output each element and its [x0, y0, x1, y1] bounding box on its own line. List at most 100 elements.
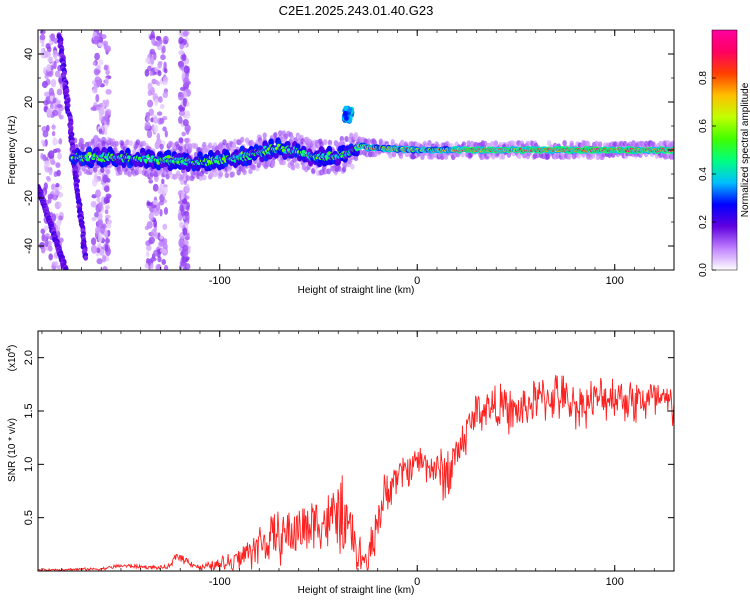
heatmap-x-axis: -100 0 100 [41, 30, 675, 287]
heatmap-cell [45, 124, 50, 132]
heatmap-cell [153, 249, 159, 257]
heatmap-cell [181, 192, 185, 200]
heatmap-cell [43, 160, 51, 167]
heatmap-cell [40, 245, 46, 254]
heatmap-cell [45, 43, 51, 50]
heatmap-cell [98, 201, 103, 210]
heatmap-cell [162, 76, 169, 83]
heatmap-cell [81, 143, 86, 150]
heatmap-cell [202, 174, 207, 181]
y-tick-label: 0.5 [23, 510, 35, 525]
heatmap-cell [163, 39, 169, 45]
heatmap-cell [153, 219, 157, 228]
heatmap-cell [390, 138, 395, 145]
heatmap-cell [99, 227, 105, 233]
heatmap-cell [96, 197, 101, 203]
heatmap-cell [158, 96, 163, 103]
x-tick-label: 0 [414, 275, 420, 287]
heatmap-cell [183, 81, 190, 90]
heatmap-cell [58, 201, 62, 208]
x-tick-label: 100 [606, 275, 624, 287]
main-frequency-line-cell [166, 155, 171, 159]
heatmap-cell [57, 108, 62, 118]
heatmap-cell [159, 235, 164, 240]
heatmap-cell [95, 189, 101, 198]
heatmap-cell [144, 68, 150, 77]
heatmap-cell [98, 128, 103, 135]
heatmap-cell [185, 127, 190, 136]
heatmap-cell [150, 262, 154, 270]
heatmap-cell [289, 134, 295, 141]
isolated-patch-cell [344, 115, 349, 121]
heatmap-cell [164, 130, 168, 138]
heatmap-cell [182, 54, 187, 62]
heatmap-cell [39, 34, 46, 41]
heatmap-cell [186, 205, 190, 212]
heatmap-cell [40, 139, 45, 144]
heatmap-cell [184, 112, 191, 119]
main-frequency-line-cell [156, 161, 161, 165]
heatmap-cell [562, 140, 567, 147]
heatmap-cell [182, 118, 189, 127]
heatmap-cell [103, 64, 108, 71]
colorbar-ticks: 0.0 0.2 0.4 0.6 0.8 [698, 71, 716, 277]
heatmap-cell [208, 142, 213, 149]
heatmap-cell [144, 57, 150, 64]
heatmap-cell [104, 185, 110, 193]
heatmap-cell [156, 35, 161, 41]
heatmap-cell [94, 211, 99, 218]
heatmap-cell [53, 60, 57, 70]
heatmap-cell [132, 148, 137, 155]
heatmap-cell [251, 164, 257, 171]
heatmap-cell [51, 213, 57, 222]
heatmap-cell [58, 77, 63, 83]
heatmap-cell [42, 154, 46, 162]
heatmap-cell [95, 94, 100, 103]
heatmap-cell [94, 76, 101, 83]
heatmap-cell [178, 239, 185, 248]
heatmap-cell [94, 52, 101, 61]
heatmap-cell [47, 245, 53, 252]
heatmap-cell [179, 174, 184, 180]
heatmap-cell [146, 201, 153, 206]
heatmap-cell [490, 141, 495, 147]
heatmap-cell [147, 82, 153, 92]
heatmap-cell [51, 130, 56, 137]
heatmap-cell [160, 54, 166, 61]
heatmap-cell [240, 136, 245, 143]
heatmap-cell [138, 168, 143, 175]
colorbar-tick-label: 0.2 [698, 215, 709, 229]
heatmap-cell [118, 169, 123, 176]
heatmap-cell [576, 152, 581, 159]
main-frequency-line-cell [126, 155, 131, 159]
heatmap-cell [153, 116, 158, 124]
heatmap-cell [98, 59, 104, 66]
heatmap-cell [185, 212, 190, 222]
heatmap-cell [181, 131, 187, 137]
heatmap-cell [665, 153, 670, 160]
heatmap-cell [45, 176, 51, 181]
heatmap-cell [183, 77, 190, 82]
heatmap-cell [58, 137, 63, 145]
heatmap-cell [42, 130, 49, 138]
heatmap-cell [90, 138, 96, 145]
heatmap-cell [105, 193, 112, 199]
heatmap-y-axis-label: Frequency (Hz) [7, 116, 18, 185]
heatmap-cell [586, 141, 591, 148]
heatmap-y-axis: -40 -20 0 20 40 [23, 29, 674, 271]
heatmap-cell [179, 86, 186, 91]
heatmap-cell [353, 155, 359, 162]
heatmap-cell [103, 230, 109, 238]
heatmap-cell [52, 49, 58, 59]
heatmap-cell [161, 178, 165, 185]
heatmap-cell [48, 150, 55, 159]
heatmap-cell [187, 147, 193, 153]
heatmap-cell [96, 64, 101, 71]
y-tick-label: 1.5 [23, 403, 35, 418]
heatmap-cell [144, 121, 151, 130]
isolated-patch-cell [347, 107, 353, 113]
heatmap-cell [55, 182, 60, 188]
colorbar-tick-label: 0.0 [698, 263, 709, 277]
heatmap-cell [125, 139, 130, 146]
heatmap-cell [164, 68, 168, 74]
